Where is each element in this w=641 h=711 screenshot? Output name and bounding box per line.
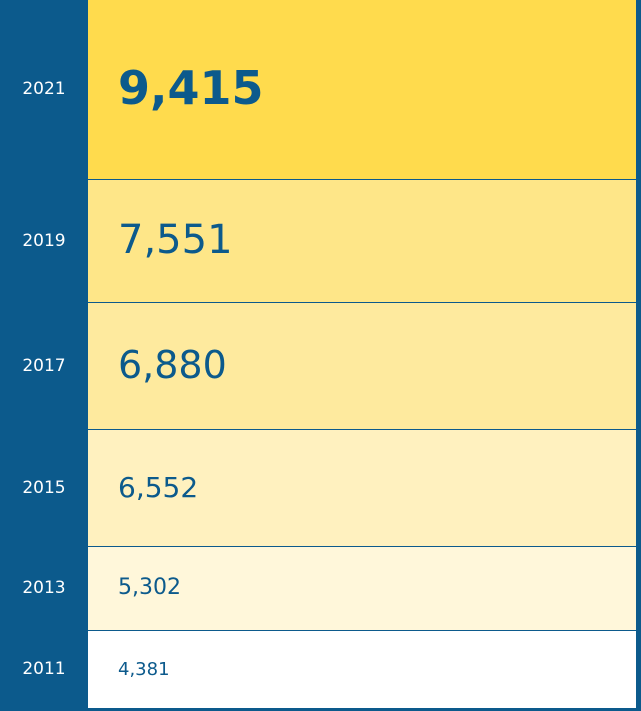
value-label: 4,381 <box>118 658 170 680</box>
value-label: 9,415 <box>118 61 264 116</box>
row: 2013 5,302 <box>0 547 641 631</box>
row: 2017 6,880 <box>0 303 641 430</box>
row: 2019 7,551 <box>0 180 641 303</box>
value-label: 7,551 <box>118 216 233 263</box>
value-cell: 6,552 <box>88 430 636 547</box>
value-cell: 7,551 <box>88 180 636 303</box>
value-cell: 5,302 <box>88 547 636 631</box>
value-label: 6,552 <box>118 471 199 505</box>
value-label: 5,302 <box>118 575 181 601</box>
row: 2011 4,381 <box>0 631 641 709</box>
year-label: 2017 <box>22 355 66 376</box>
year-label: 2011 <box>22 659 66 679</box>
value-cell: 4,381 <box>88 631 636 709</box>
value-cell: 6,880 <box>88 303 636 430</box>
year-label: 2013 <box>22 578 66 598</box>
value-cell: 9,415 <box>88 0 636 180</box>
value-label: 6,880 <box>118 342 227 387</box>
row: 2021 9,415 <box>0 0 641 180</box>
year-label: 2015 <box>22 477 66 498</box>
year-label: 2019 <box>22 230 66 251</box>
year-label: 2021 <box>22 79 66 99</box>
row: 2015 6,552 <box>0 430 641 547</box>
